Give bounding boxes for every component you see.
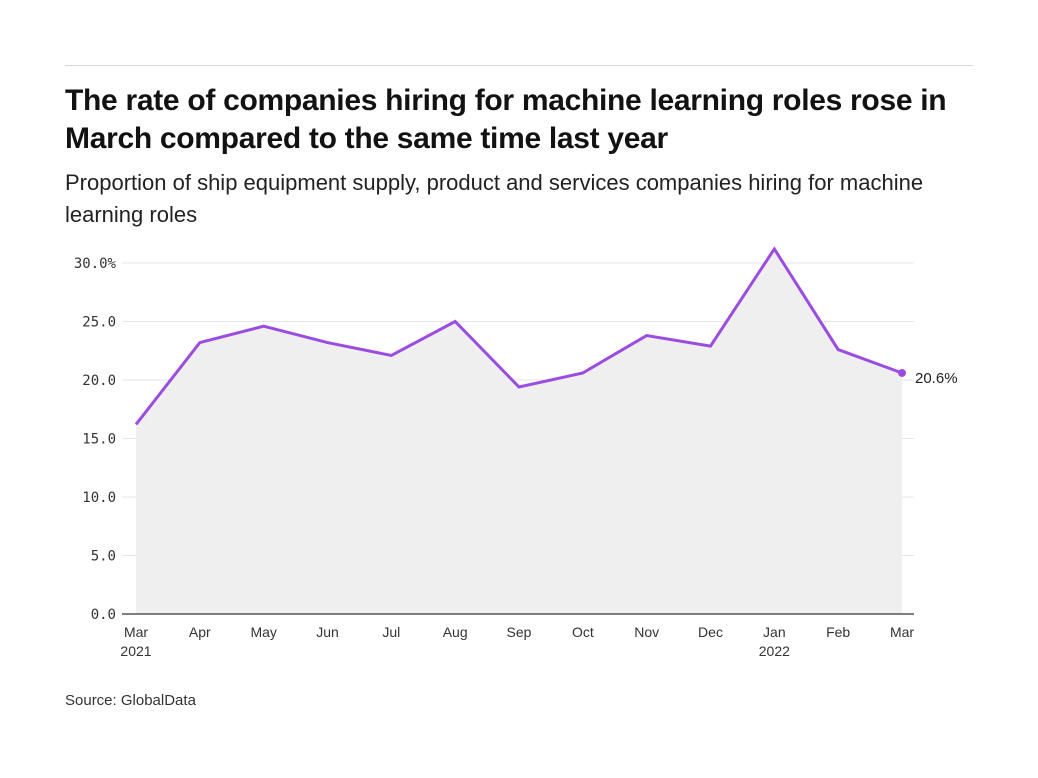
end-point-marker <box>898 368 906 377</box>
x-tick-label: Feb <box>826 624 850 640</box>
x-tick: Jul <box>382 624 400 640</box>
x-tick: Oct <box>572 624 594 640</box>
x-tick: Aug <box>443 624 468 640</box>
x-tick-label: Apr <box>189 624 211 640</box>
y-axis-ticks: 0.0 5.0 10.0 15.0 20.0 25.0 30.0% <box>74 256 117 623</box>
x-axis-ticks: Mar 2021 Apr May Jun Jul Aug Sep Oct Nov Dec Jan 202… <box>120 624 914 659</box>
x-tick: Jan 2022 <box>759 624 790 659</box>
y-tick-label: 15.0 <box>82 432 116 448</box>
area-fill <box>136 248 902 614</box>
chart-title: The rate of companies hiring for machine… <box>65 84 947 155</box>
x-tick: Sep <box>507 624 532 640</box>
x-tick: May <box>250 624 276 640</box>
x-tick-label: Jun <box>316 624 339 640</box>
chart-subtitle: Proportion of ship equipment supply, pro… <box>65 170 924 227</box>
source-note: Source: GlobalData <box>65 692 196 709</box>
top-divider <box>65 65 973 66</box>
x-tick-label: Jan <box>763 624 786 640</box>
y-tick-label: 20.0 <box>82 373 116 389</box>
x-tick-label: Jul <box>382 624 400 640</box>
x-tick: Feb <box>826 624 850 640</box>
x-tick: Jun <box>316 624 339 640</box>
y-tick-label: 30.0% <box>74 256 117 272</box>
x-tick-label: Oct <box>572 624 594 640</box>
end-value-label: 20.6% <box>915 370 958 387</box>
x-tick: Apr <box>189 624 211 640</box>
x-tick-label: Mar <box>124 624 148 640</box>
y-tick-label: 10.0 <box>82 490 116 506</box>
series-line <box>134 246 903 426</box>
x-tick-year-label: 2022 <box>759 643 790 659</box>
x-tick: Dec <box>698 624 723 640</box>
x-tick-year-label: 2021 <box>120 643 151 659</box>
x-tick-label: Mar <box>890 624 914 640</box>
x-tick: Nov <box>634 624 659 640</box>
x-tick-label: May <box>250 624 276 640</box>
y-tick-label: 5.0 <box>91 549 116 565</box>
x-tick-label: Sep <box>507 624 532 640</box>
x-tick-label: Aug <box>443 624 468 640</box>
end-marker-group: 20.6% <box>898 368 958 387</box>
x-tick-label: Nov <box>634 624 659 640</box>
x-tick: Mar <box>890 624 914 640</box>
y-tick-label: 0.0 <box>91 607 116 623</box>
x-tick: Mar 2021 <box>120 624 151 659</box>
y-tick-label: 25.0 <box>82 315 116 331</box>
x-tick-label: Dec <box>698 624 723 640</box>
